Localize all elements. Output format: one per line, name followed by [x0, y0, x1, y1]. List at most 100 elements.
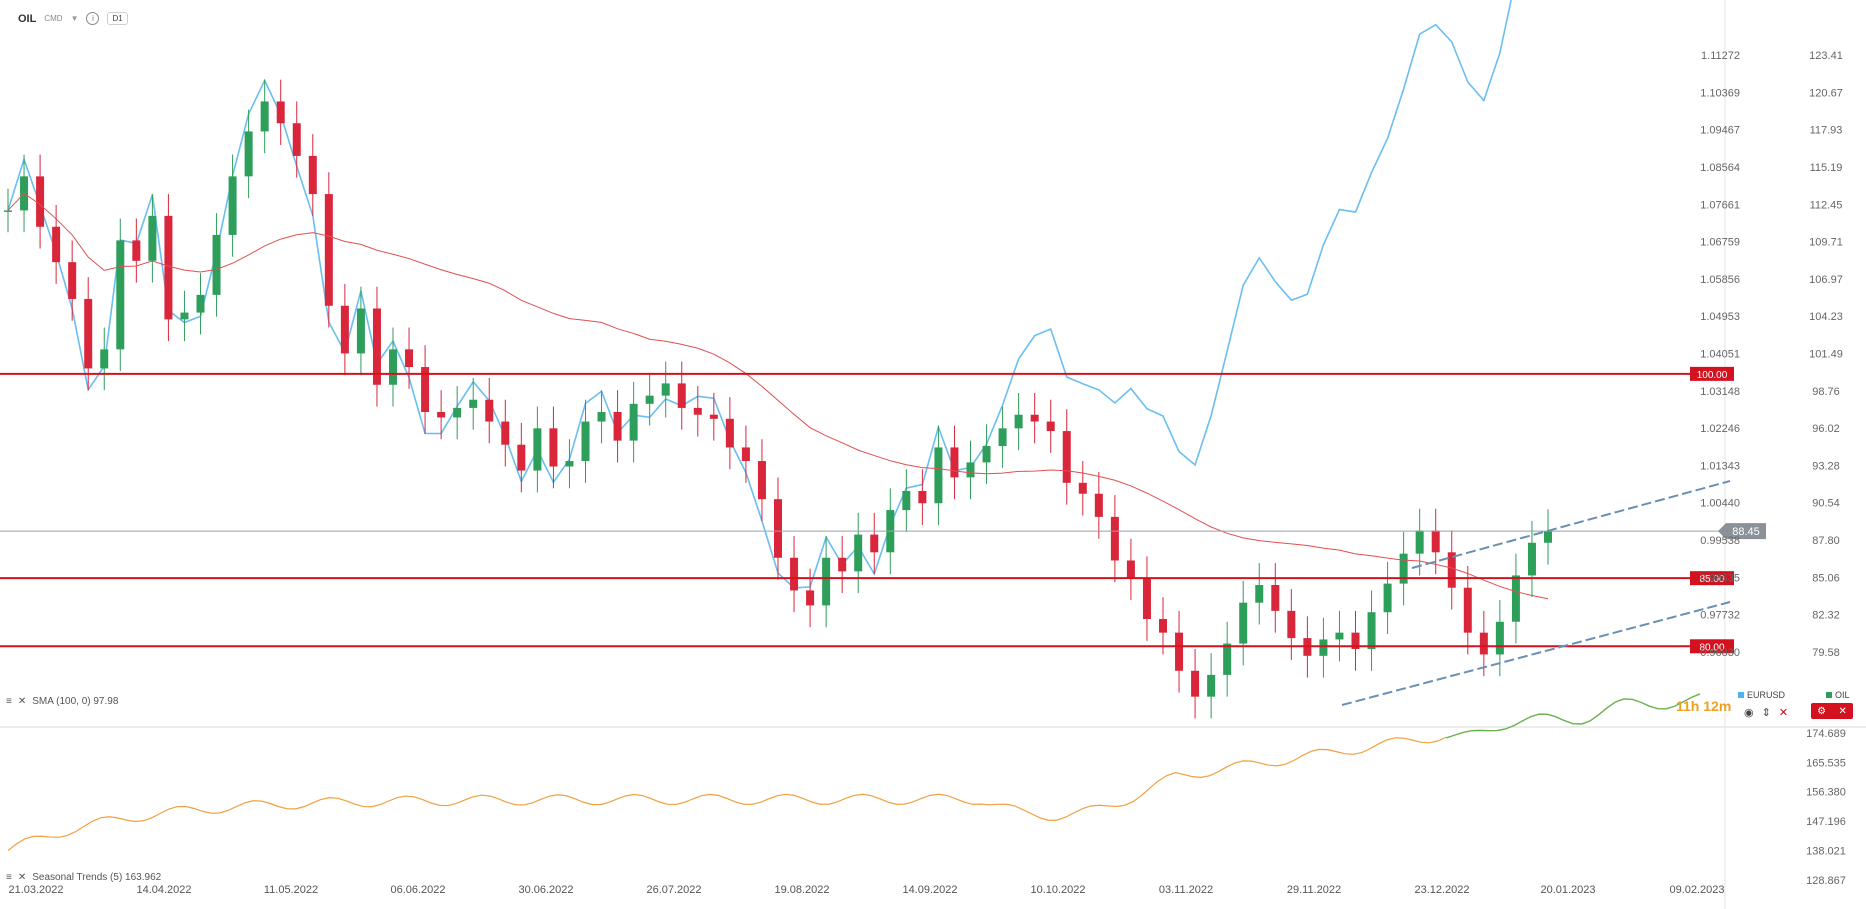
- source-label: CMD: [44, 14, 63, 23]
- candle-body: [1078, 482, 1087, 494]
- candle-body: [822, 557, 831, 606]
- candle-body: [1319, 639, 1328, 656]
- eurusd-tick: 1.04953: [1700, 311, 1740, 323]
- close-icon[interactable]: ✕: [17, 696, 27, 707]
- price-tick: 120.67: [1809, 87, 1843, 99]
- close-icon[interactable]: ✕: [17, 872, 27, 883]
- price-tick: 112.45: [1810, 199, 1843, 211]
- candle-body: [437, 412, 446, 418]
- date-tick: 21.03.2022: [8, 884, 63, 896]
- eurusd-tick: 0.96830: [1700, 647, 1740, 659]
- seasonal-forecast-line: [1445, 693, 1701, 739]
- candle-body: [661, 383, 670, 396]
- candle-body: [276, 101, 285, 124]
- legend-eurusd[interactable]: EURUSD: [1738, 690, 1785, 700]
- date-tick: 20.01.2023: [1540, 884, 1595, 896]
- candle-body: [629, 403, 638, 441]
- price-tick: 115.19: [1810, 162, 1843, 174]
- info-icon[interactable]: i: [86, 12, 100, 25]
- date-tick: 14.09.2022: [902, 884, 957, 896]
- candle-body: [966, 462, 975, 478]
- candle-body: [1159, 619, 1167, 633]
- chevron-down-icon[interactable]: ▼: [70, 14, 79, 23]
- candle-body: [1479, 632, 1488, 655]
- eurusd-tick: 1.02246: [1700, 423, 1740, 435]
- candle-body: [645, 395, 654, 404]
- eurusd-tick: 0.99538: [1700, 535, 1740, 547]
- sma-line: [7, 192, 1549, 600]
- oil-series-controls: ⚙ ✕: [1811, 703, 1853, 719]
- candle-body: [421, 367, 430, 413]
- candle-body: [1175, 632, 1184, 671]
- candle-body: [1463, 587, 1472, 633]
- ma-indicator: ≡ ✕ SMA (100, 0) 97.98: [6, 696, 118, 707]
- candle-body: [581, 421, 590, 462]
- sort-icon[interactable]: ⇕: [1761, 707, 1771, 719]
- date-tick: 29.11.2022: [1287, 884, 1341, 896]
- candle-body: [372, 308, 381, 385]
- candle-body: [1511, 575, 1520, 622]
- date-tick: 11.05.2022: [264, 884, 318, 896]
- candle-body: [1431, 530, 1440, 553]
- date-tick: 14.04.2022: [136, 884, 191, 896]
- eurusd-legend-label: EURUSD: [1747, 690, 1786, 700]
- candle-body: [1271, 584, 1280, 611]
- symbol-label[interactable]: OIL: [18, 12, 37, 25]
- price-tick: 109.71: [1809, 237, 1843, 249]
- remove-icon[interactable]: ✕: [1778, 707, 1789, 719]
- oil-legend-label: OIL: [1835, 690, 1850, 700]
- remove-oil-icon[interactable]: ✕: [1838, 705, 1847, 717]
- candle-body: [838, 557, 847, 572]
- menu-icon[interactable]: ≡: [6, 872, 12, 883]
- candle-body: [485, 399, 494, 422]
- candle-body: [693, 407, 702, 415]
- candle-body: [597, 412, 606, 422]
- candle-body: [1495, 621, 1504, 655]
- candle-body: [1126, 560, 1135, 579]
- level-label-80.00: 80.00: [1699, 642, 1724, 653]
- candle-body: [244, 131, 253, 177]
- candle-timer: 11h 12m: [1676, 698, 1732, 714]
- candle-body: [677, 383, 686, 408]
- seasonal-label: Seasonal Trends (5) 163.962: [32, 872, 162, 883]
- menu-icon[interactable]: ≡: [6, 696, 12, 707]
- candle-body: [212, 234, 221, 295]
- date-tick: 06.06.2022: [390, 884, 445, 896]
- eye-icon[interactable]: ◉: [1744, 707, 1754, 719]
- level-badge-100.00: [1690, 366, 1734, 381]
- eurusd-tick: 1.10369: [1700, 87, 1740, 99]
- price-tick: 106.97: [1809, 274, 1843, 286]
- candle-body: [918, 491, 927, 504]
- price-tick: 98.76: [1812, 386, 1840, 398]
- candle-body: [1287, 610, 1296, 639]
- candle-body: [228, 176, 237, 235]
- candle-body: [100, 349, 109, 369]
- date-tick: 26.07.2022: [646, 884, 701, 896]
- eurusd-tick: 1.03148: [1700, 386, 1740, 398]
- eurusd-tick: 1.11272: [1701, 50, 1740, 62]
- legend-oil[interactable]: OIL: [1826, 690, 1850, 700]
- candle-body: [501, 421, 510, 445]
- candle-body: [1223, 643, 1232, 675]
- candle-body: [164, 215, 173, 320]
- candle-body: [405, 349, 414, 368]
- candle-body: [1014, 414, 1023, 429]
- date-tick: 19.08.2022: [774, 884, 829, 896]
- candle-body: [1207, 674, 1216, 697]
- candle-body: [565, 461, 574, 467]
- settings-icon[interactable]: ⚙: [1817, 705, 1827, 717]
- candle-body: [725, 418, 734, 448]
- candle-body: [52, 226, 61, 263]
- current-price-label: 88.45: [1732, 526, 1760, 538]
- timeframe-select[interactable]: D1: [107, 12, 128, 25]
- candle-body: [806, 590, 815, 606]
- seasonal-tick: 156.380: [1806, 787, 1846, 799]
- eurusd-tick: 1.08564: [1700, 162, 1740, 174]
- price-tick: 101.49: [1809, 349, 1843, 361]
- level-label-85.00: 85.00: [1699, 574, 1724, 585]
- candle-body: [1142, 578, 1151, 620]
- price-tick: 82.32: [1812, 610, 1840, 622]
- seasonal-tick: 128.867: [1806, 875, 1846, 887]
- candle-body: [1062, 431, 1071, 483]
